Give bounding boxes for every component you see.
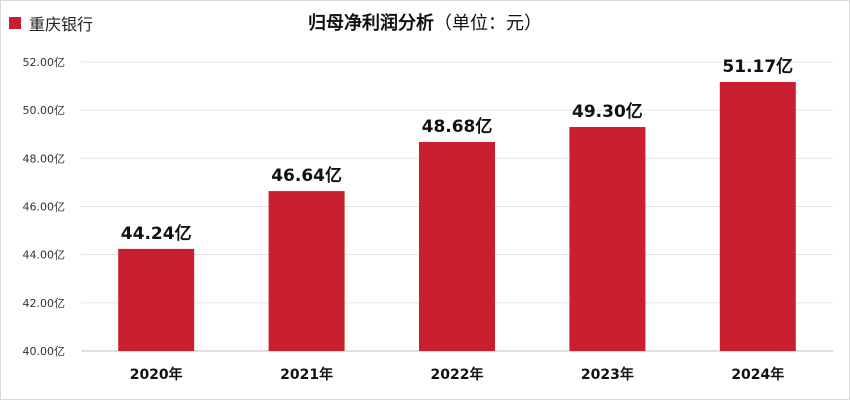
legend-swatch [9,17,21,29]
x-tick-label: 2021年 [280,366,333,383]
bar [268,191,345,351]
y-tick-label: 44.00亿 [23,249,66,262]
x-tick-label: 2024年 [731,366,784,383]
chart-title-main: 归母净利润分析 [308,13,434,34]
chart-title-unit: （单位：元） [434,13,542,34]
chart-title: 归母净利润分析（单位：元） [1,9,849,35]
data-label: 49.30亿 [572,101,643,122]
data-label: 44.24亿 [121,223,192,244]
y-tick-label: 42.00亿 [23,297,66,310]
bar [569,127,646,352]
x-tick-label: 2023年 [581,366,634,383]
y-tick-label: 52.00亿 [23,56,66,69]
bar [719,81,796,351]
y-tick-label: 50.00亿 [23,104,66,117]
x-tick-label: 2020年 [130,366,183,383]
y-tick-label: 46.00亿 [23,201,66,214]
bar [118,248,195,351]
x-tick-label: 2022年 [431,366,484,383]
data-label: 48.68亿 [422,116,493,137]
data-label: 51.17亿 [722,56,793,77]
y-tick-label: 40.00亿 [23,345,66,358]
data-label: 46.64亿 [271,165,342,186]
legend-label: 重庆银行 [29,15,94,34]
bar [419,141,495,351]
y-tick-label: 48.00亿 [23,152,66,165]
legend: 重庆银行 [9,11,93,35]
